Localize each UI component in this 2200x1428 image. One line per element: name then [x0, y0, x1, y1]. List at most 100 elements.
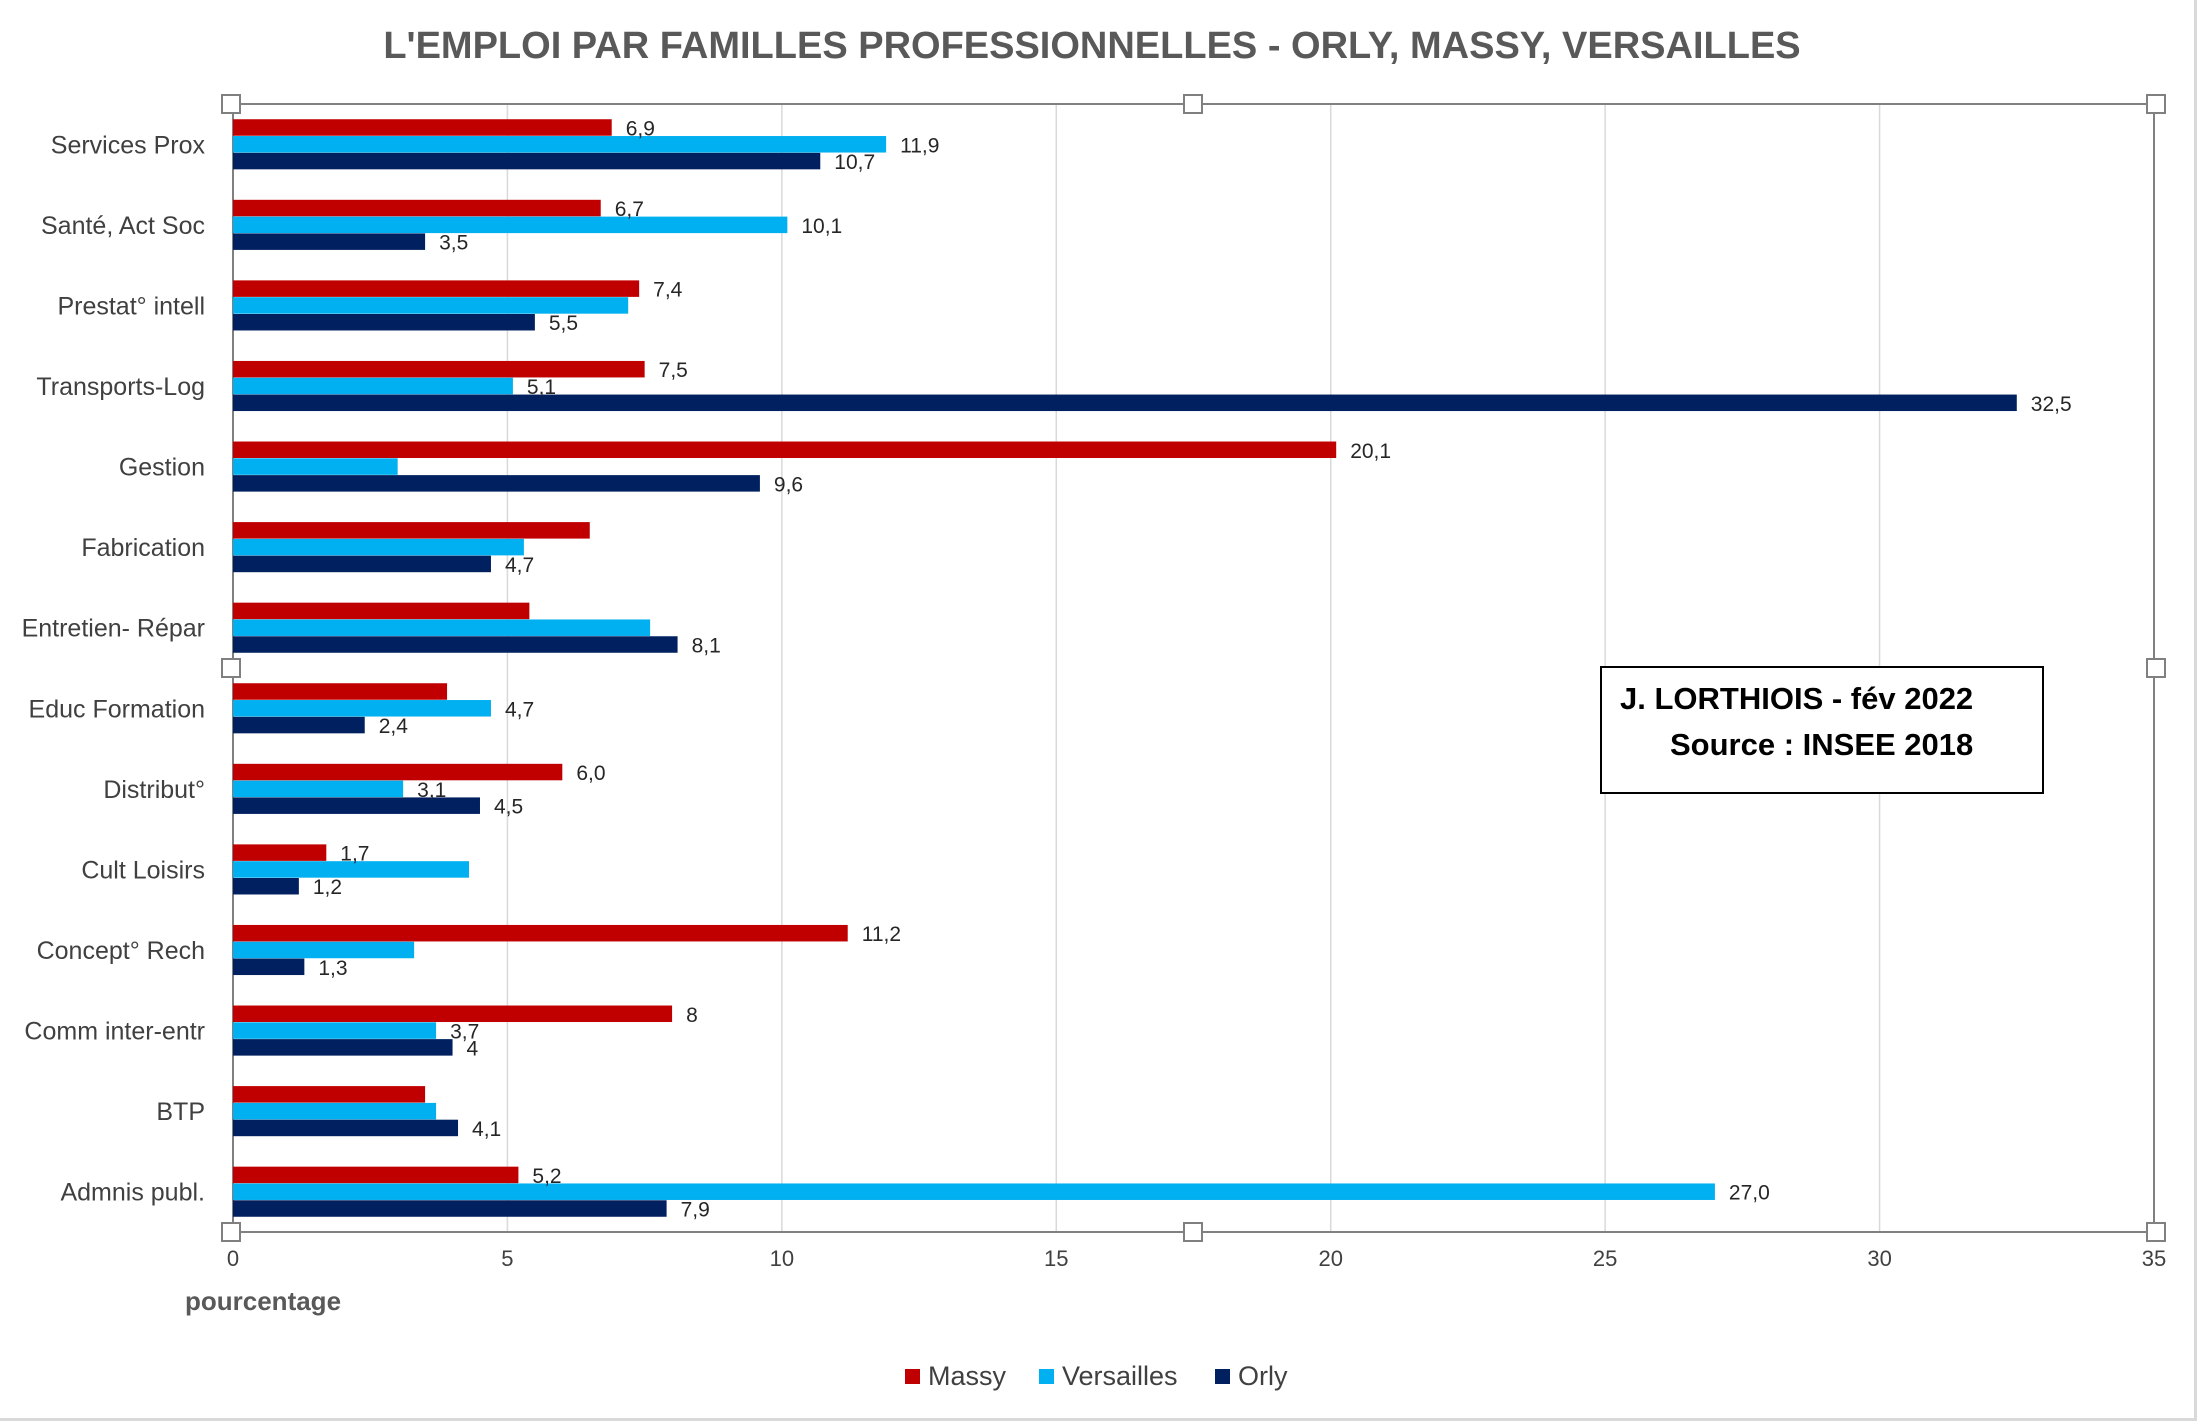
bar-versailles-transports-log [233, 377, 513, 395]
bar-versailles-gestion [233, 458, 398, 475]
bar-versailles-comm-inter-entr [233, 1022, 437, 1039]
legend-swatch-orly [1215, 1369, 1230, 1384]
category-label-prestat-intell: Prestat° intell [57, 292, 205, 320]
x-tick-label: 10 [770, 1246, 794, 1271]
bar-versailles-fabrication [233, 538, 524, 556]
bar-massy-sante-act-soc [233, 199, 601, 217]
data-label-massy-gestion: 20,1 [1350, 440, 1391, 463]
x-tick-label: 0 [227, 1246, 239, 1271]
bar-versailles-educ-formation [233, 700, 491, 717]
category-label-btp: BTP [156, 1098, 205, 1126]
bar-massy-entretien-repar [233, 602, 530, 620]
data-label-versailles-sante-act-soc: 10,1 [801, 215, 842, 238]
category-label-cult-loisirs: Cult Loisirs [81, 856, 205, 884]
bar-versailles-distribut [233, 780, 404, 798]
resize-handle[interactable] [2146, 1222, 2166, 1242]
legend-swatch-massy [905, 1369, 920, 1384]
bar-orly-cult-loisirs [233, 877, 299, 895]
data-label-massy-distribut: 6,0 [576, 762, 605, 785]
data-label-massy-transports-log: 7,5 [659, 359, 688, 382]
bar-orly-btp [233, 1119, 459, 1137]
bar-massy-fabrication [233, 522, 590, 539]
data-label-orly-services-prox: 10,7 [834, 151, 875, 174]
bar-orly-services-prox [233, 152, 821, 170]
data-label-orly-gestion: 9,6 [774, 473, 803, 496]
bar-massy-concept-rech [233, 924, 848, 942]
category-labels: Services Prox Santé, Act Soc Prestat° inte… [22, 131, 206, 1206]
bar-massy-educ-formation [233, 683, 448, 700]
resize-handle[interactable] [2146, 658, 2166, 678]
bar-massy-services-prox [233, 119, 612, 136]
resize-handle[interactable] [221, 94, 241, 114]
x-tick-label: 35 [2142, 1246, 2166, 1271]
bar-massy-transports-log [233, 360, 645, 378]
category-label-services-prox: Services Prox [51, 131, 206, 159]
bar-massy-prestat-intell [233, 280, 640, 297]
bar-versailles-prestat-intell [233, 297, 629, 314]
category-label-entretien-repar: Entretien- Répar [22, 615, 205, 643]
x-axis-title: pourcentage [185, 1286, 341, 1316]
category-label-comm-inter-entr: Comm inter-entr [24, 1018, 205, 1046]
bar-orly-comm-inter-entr [233, 1039, 453, 1056]
data-label-orly-btp: 4,1 [472, 1118, 501, 1141]
bar-versailles-admnis-publ [233, 1183, 1715, 1200]
bar-versailles-services-prox [233, 136, 887, 153]
resize-handle[interactable] [221, 1222, 241, 1242]
legend-label-versailles: Versailles [1062, 1361, 1178, 1391]
data-label-massy-admnis-publ: 5,2 [532, 1165, 561, 1188]
category-label-transports-log: Transports-Log [36, 373, 205, 401]
x-tick-label: 20 [1318, 1246, 1342, 1271]
category-label-gestion: Gestion [119, 454, 205, 482]
bar-massy-distribut [233, 763, 563, 781]
data-label-massy-sante-act-soc: 6,7 [615, 198, 644, 221]
window-edge-right [2194, 0, 2197, 1420]
data-label-orly-concept-rech: 1,3 [318, 957, 347, 980]
data-label-orly-distribut: 4,5 [494, 796, 523, 819]
data-label-orly-sante-act-soc: 3,5 [439, 232, 468, 255]
data-label-massy-comm-inter-entr: 8 [686, 1004, 698, 1027]
bar-versailles-entretien-repar [233, 619, 651, 636]
resize-handle[interactable] [221, 658, 241, 678]
annotation-box: J. LORTHIOIS - fév 2022 Source : INSEE 2… [1600, 666, 2044, 794]
data-label-versailles-admnis-publ: 27,0 [1729, 1182, 1770, 1205]
data-label-orly-transports-log: 32,5 [2031, 393, 2072, 416]
x-tick-label: 5 [501, 1246, 513, 1271]
legend: Massy Versailles Orly [905, 1361, 1288, 1391]
x-tick-label: 30 [1867, 1246, 1891, 1271]
bar-orly-educ-formation [233, 716, 365, 734]
bars [233, 119, 2017, 1217]
bar-orly-concept-rech [233, 958, 305, 976]
category-label-concept-rech: Concept° Rech [37, 937, 205, 965]
bar-orly-admnis-publ [233, 1200, 667, 1217]
category-label-distribut: Distribut° [103, 776, 205, 804]
bar-orly-sante-act-soc [233, 233, 426, 250]
bar-massy-gestion [233, 441, 1337, 459]
category-label-admnis-publ: Admnis publ. [60, 1179, 205, 1207]
legend-label-orly: Orly [1238, 1361, 1288, 1391]
resize-handle[interactable] [1183, 1222, 1203, 1242]
selection-handles [221, 94, 2166, 1242]
category-label-fabrication: Fabrication [81, 534, 205, 562]
category-label-sante-act-soc: Santé, Act Soc [41, 212, 205, 240]
resize-handle[interactable] [2146, 94, 2166, 114]
data-label-orly-entretien-repar: 8,1 [692, 635, 721, 658]
data-label-massy-prestat-intell: 7,4 [653, 279, 683, 302]
bar-orly-prestat-intell [233, 313, 535, 331]
bar-massy-admnis-publ [233, 1166, 519, 1184]
data-label-orly-prestat-intell: 5,5 [549, 312, 578, 335]
data-label-massy-cult-loisirs: 1,7 [340, 843, 369, 866]
data-label-orly-educ-formation: 2,4 [379, 715, 409, 738]
bar-orly-transports-log [233, 394, 2017, 412]
bar-versailles-btp [233, 1102, 437, 1120]
resize-handle[interactable] [1183, 94, 1203, 114]
bar-massy-comm-inter-entr [233, 1005, 673, 1023]
data-label-orly-cult-loisirs: 1,2 [313, 876, 342, 899]
annotation-author: J. LORTHIOIS - fév 2022 [1620, 681, 1973, 716]
data-label-orly-comm-inter-entr: 4 [467, 1037, 479, 1060]
bar-orly-fabrication [233, 555, 491, 573]
chart-title: L'EMPLOI PAR FAMILLES PROFESSIONNELLES -… [383, 25, 1800, 67]
data-label-versailles-comm-inter-entr: 3,7 [450, 1021, 479, 1044]
window-edge-bottom [0, 1418, 2197, 1421]
legend-label-massy: Massy [928, 1361, 1007, 1391]
data-label-massy-concept-rech: 11,2 [862, 923, 901, 946]
